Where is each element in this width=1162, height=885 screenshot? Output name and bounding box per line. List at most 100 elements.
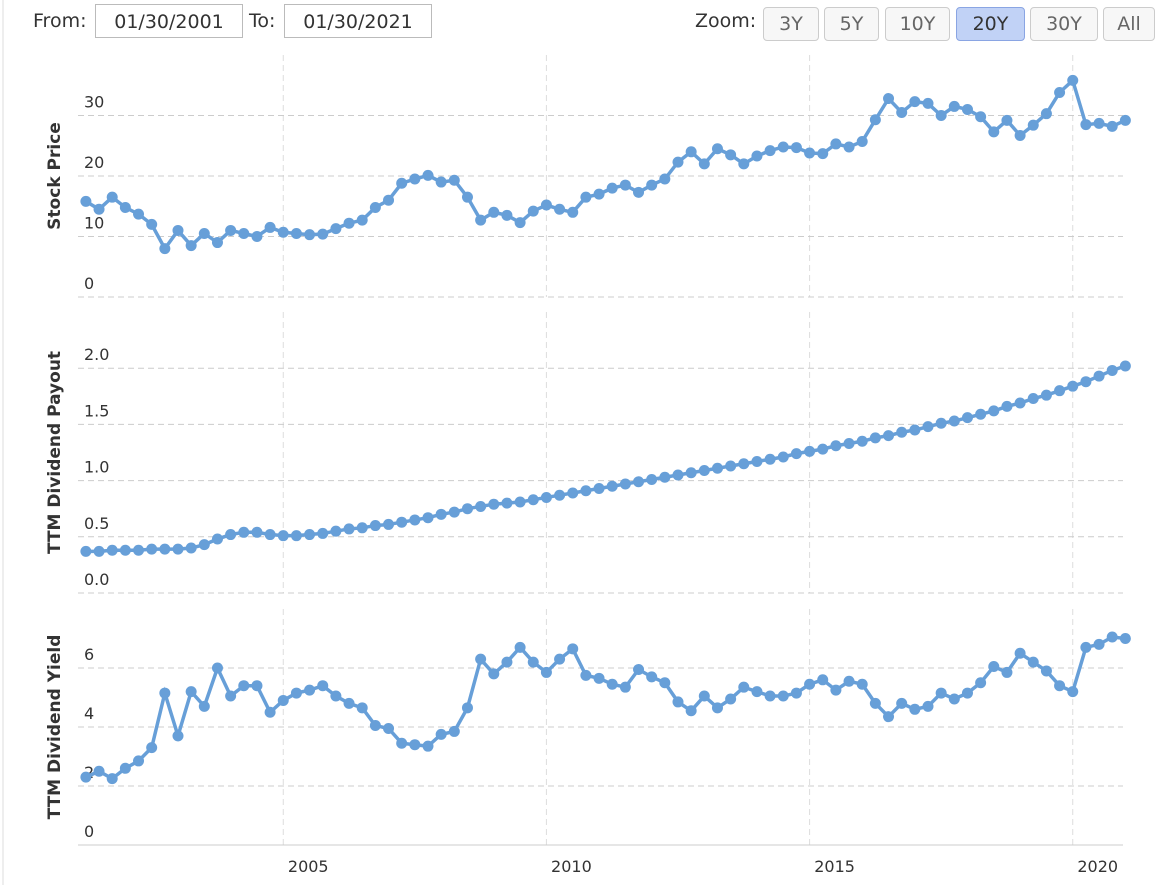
point <box>619 478 631 490</box>
zoom-button[interactable]: 10Y <box>885 7 950 41</box>
point <box>1040 108 1052 120</box>
point <box>711 462 723 474</box>
y-tick-label: 0 <box>84 274 94 293</box>
point <box>198 227 210 239</box>
point <box>409 173 421 185</box>
point <box>1119 360 1131 372</box>
point <box>1067 686 1079 698</box>
point <box>961 103 973 115</box>
point <box>133 544 145 556</box>
point <box>593 188 605 200</box>
point <box>1106 631 1118 643</box>
point <box>935 687 947 699</box>
point <box>619 179 631 191</box>
point <box>869 114 881 126</box>
point <box>554 489 566 501</box>
point <box>172 543 184 555</box>
point <box>540 199 552 211</box>
zoom-button[interactable]: 30Y <box>1030 7 1098 41</box>
point <box>488 206 500 218</box>
point <box>383 518 395 530</box>
point <box>790 142 802 154</box>
point <box>238 526 250 538</box>
point <box>711 702 723 714</box>
point <box>461 702 473 714</box>
point <box>448 506 460 518</box>
from-input[interactable]: 01/30/2001 <box>95 4 243 38</box>
from-label: From: <box>33 10 87 32</box>
point <box>830 684 842 696</box>
point <box>198 539 210 551</box>
to-input[interactable]: 01/30/2021 <box>284 4 432 38</box>
point <box>119 762 131 774</box>
point <box>817 443 829 455</box>
point <box>409 739 421 751</box>
point <box>211 662 223 674</box>
point <box>830 138 842 150</box>
point <box>80 195 92 207</box>
point <box>646 179 658 191</box>
point <box>725 460 737 472</box>
point <box>172 730 184 742</box>
zoom-button[interactable]: 5Y <box>824 7 879 41</box>
point <box>225 690 237 702</box>
point <box>961 687 973 699</box>
point <box>988 405 1000 417</box>
point <box>948 415 960 427</box>
point <box>896 697 908 709</box>
point <box>725 693 737 705</box>
point <box>475 214 487 226</box>
point <box>277 694 289 706</box>
point <box>396 737 408 749</box>
y-axis-label: Stock Price <box>45 122 65 230</box>
zoom-button[interactable]: All <box>1103 7 1155 41</box>
point <box>461 503 473 515</box>
point <box>133 208 145 220</box>
x-tick-label: 2020 <box>1077 857 1118 876</box>
point <box>527 656 539 668</box>
point <box>1001 400 1013 412</box>
point <box>1119 633 1131 644</box>
point <box>672 469 684 481</box>
point <box>396 177 408 189</box>
point <box>343 523 355 535</box>
point <box>527 205 539 217</box>
point <box>211 533 223 545</box>
point <box>475 653 487 665</box>
point <box>330 690 342 702</box>
point <box>988 126 1000 138</box>
point <box>159 687 171 699</box>
point <box>843 675 855 687</box>
point <box>1027 119 1039 131</box>
point <box>527 494 539 506</box>
point <box>238 680 250 692</box>
y-tick-label: 10 <box>84 214 104 233</box>
point <box>1014 397 1026 409</box>
point <box>106 544 118 556</box>
point <box>251 680 263 692</box>
point <box>1067 74 1079 86</box>
y-tick-label: 30 <box>84 93 104 112</box>
point <box>317 680 329 692</box>
zoom-button[interactable]: 20Y <box>956 7 1025 41</box>
point <box>185 240 197 252</box>
y-tick-label: 0 <box>84 822 94 841</box>
point <box>909 703 921 715</box>
point <box>422 169 434 181</box>
zoom-button[interactable]: 3Y <box>763 7 819 41</box>
point <box>698 690 710 702</box>
point <box>751 686 763 698</box>
point <box>1093 117 1105 129</box>
point <box>685 467 697 479</box>
point <box>698 158 710 170</box>
point <box>1093 370 1105 382</box>
y-tick-label: 1.5 <box>84 401 109 420</box>
point <box>1001 114 1013 126</box>
point <box>698 464 710 476</box>
point <box>935 110 947 121</box>
point <box>804 147 816 159</box>
point <box>685 146 697 158</box>
point <box>356 702 368 714</box>
point <box>264 529 276 541</box>
